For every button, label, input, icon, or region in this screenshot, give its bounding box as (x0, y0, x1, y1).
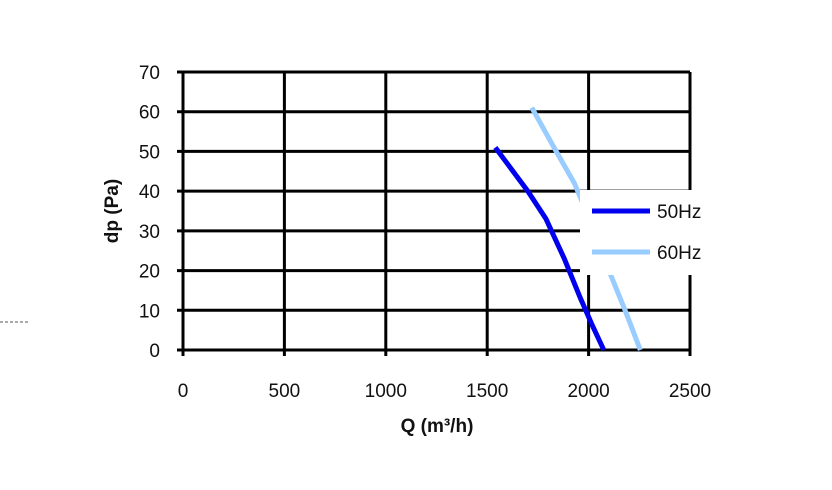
y-tick-label: 30 (139, 222, 160, 243)
series-line-50hz (493, 146, 607, 352)
x-tick-label: 500 (269, 381, 301, 402)
y-axis-title: dp (Pa) (102, 179, 123, 243)
y-tick-label: 0 (149, 341, 160, 362)
x-axis-title: Q (m³/h) (401, 416, 474, 437)
legend-label: 60Hz (657, 243, 701, 264)
x-tick-labels: 0 500 1000 1500 2000 2500 (178, 381, 711, 402)
x-tick-label: 0 (178, 381, 189, 402)
y-tick-label: 70 (139, 63, 160, 84)
y-tick-label: 40 (139, 182, 160, 203)
y-tick-label: 60 (139, 103, 160, 124)
x-tick-label: 1500 (466, 381, 508, 402)
y-tick-label: 20 (139, 262, 160, 283)
x-tick-label: 2500 (669, 381, 711, 402)
legend-label: 50Hz (657, 202, 701, 223)
y-tick-labels: 0 10 20 30 40 50 60 70 (139, 63, 160, 362)
legend-box (580, 190, 725, 275)
x-tick-label: 1000 (365, 381, 407, 402)
x-tick-label: 2000 (567, 381, 609, 402)
legend: 50Hz 60Hz (580, 190, 725, 275)
y-tick-label: 50 (139, 142, 160, 163)
y-tick-label: 10 (139, 301, 160, 322)
